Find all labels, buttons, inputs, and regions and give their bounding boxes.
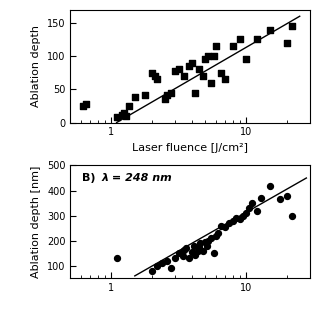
- Point: [191, 243, 196, 248]
- Point: [193, 252, 198, 257]
- Point: [83, 101, 88, 107]
- Point: [203, 57, 208, 62]
- Point: [227, 220, 232, 226]
- Point: [196, 67, 202, 72]
- Point: [208, 80, 213, 85]
- Point: [173, 256, 178, 261]
- Point: [284, 193, 289, 198]
- Point: [187, 256, 192, 261]
- Point: [230, 44, 236, 49]
- Point: [177, 67, 182, 72]
- Point: [218, 223, 223, 228]
- Point: [240, 213, 245, 218]
- Point: [180, 253, 185, 258]
- Point: [259, 196, 264, 201]
- Text: B): B): [83, 173, 104, 183]
- Point: [155, 77, 160, 82]
- Point: [190, 250, 195, 255]
- Point: [278, 197, 283, 202]
- Point: [267, 27, 272, 32]
- Point: [122, 110, 127, 115]
- Point: [184, 246, 189, 251]
- Point: [114, 115, 119, 120]
- Point: [152, 74, 157, 79]
- Point: [204, 243, 209, 248]
- Point: [200, 74, 205, 79]
- Point: [149, 268, 154, 273]
- Point: [164, 92, 170, 97]
- Point: [160, 261, 165, 266]
- Point: [155, 263, 160, 268]
- Point: [143, 92, 148, 97]
- Point: [237, 217, 242, 222]
- Point: [208, 236, 213, 241]
- Point: [187, 63, 192, 68]
- Point: [284, 40, 289, 45]
- Point: [213, 44, 219, 49]
- Point: [200, 248, 205, 253]
- Point: [244, 211, 249, 216]
- Point: [164, 258, 170, 263]
- Point: [218, 70, 223, 75]
- Point: [173, 68, 178, 73]
- Text: λ = 248 nm: λ = 248 nm: [102, 173, 172, 183]
- Point: [196, 244, 202, 250]
- Point: [234, 216, 239, 221]
- X-axis label: Laser fluence [J/cm²]: Laser fluence [J/cm²]: [132, 143, 248, 153]
- Point: [290, 213, 295, 218]
- Point: [215, 231, 220, 236]
- Y-axis label: Ablation depth: Ablation depth: [31, 25, 42, 107]
- Point: [169, 90, 174, 95]
- Point: [177, 251, 182, 256]
- Point: [205, 53, 210, 59]
- Point: [254, 37, 259, 42]
- Point: [124, 113, 129, 118]
- Y-axis label: Ablation depth [nm]: Ablation depth [nm]: [31, 166, 42, 278]
- Point: [205, 238, 210, 243]
- Point: [114, 256, 119, 261]
- Point: [222, 224, 228, 229]
- Point: [162, 97, 167, 102]
- Point: [80, 103, 85, 108]
- Point: [149, 70, 154, 75]
- Point: [193, 90, 198, 95]
- Point: [246, 205, 252, 211]
- Point: [182, 74, 187, 79]
- Point: [249, 201, 254, 206]
- Point: [212, 53, 217, 59]
- Point: [126, 103, 131, 108]
- Point: [230, 218, 236, 223]
- Point: [244, 57, 249, 62]
- Point: [190, 60, 195, 65]
- Point: [198, 241, 203, 246]
- Point: [203, 239, 208, 244]
- Point: [132, 95, 137, 100]
- Point: [195, 248, 200, 253]
- Point: [254, 208, 259, 213]
- Point: [213, 233, 219, 238]
- Point: [237, 37, 242, 42]
- Point: [119, 112, 124, 117]
- Point: [169, 266, 174, 271]
- Point: [267, 183, 272, 188]
- Point: [290, 24, 295, 29]
- Point: [222, 77, 228, 82]
- Point: [182, 247, 187, 252]
- Point: [212, 251, 217, 256]
